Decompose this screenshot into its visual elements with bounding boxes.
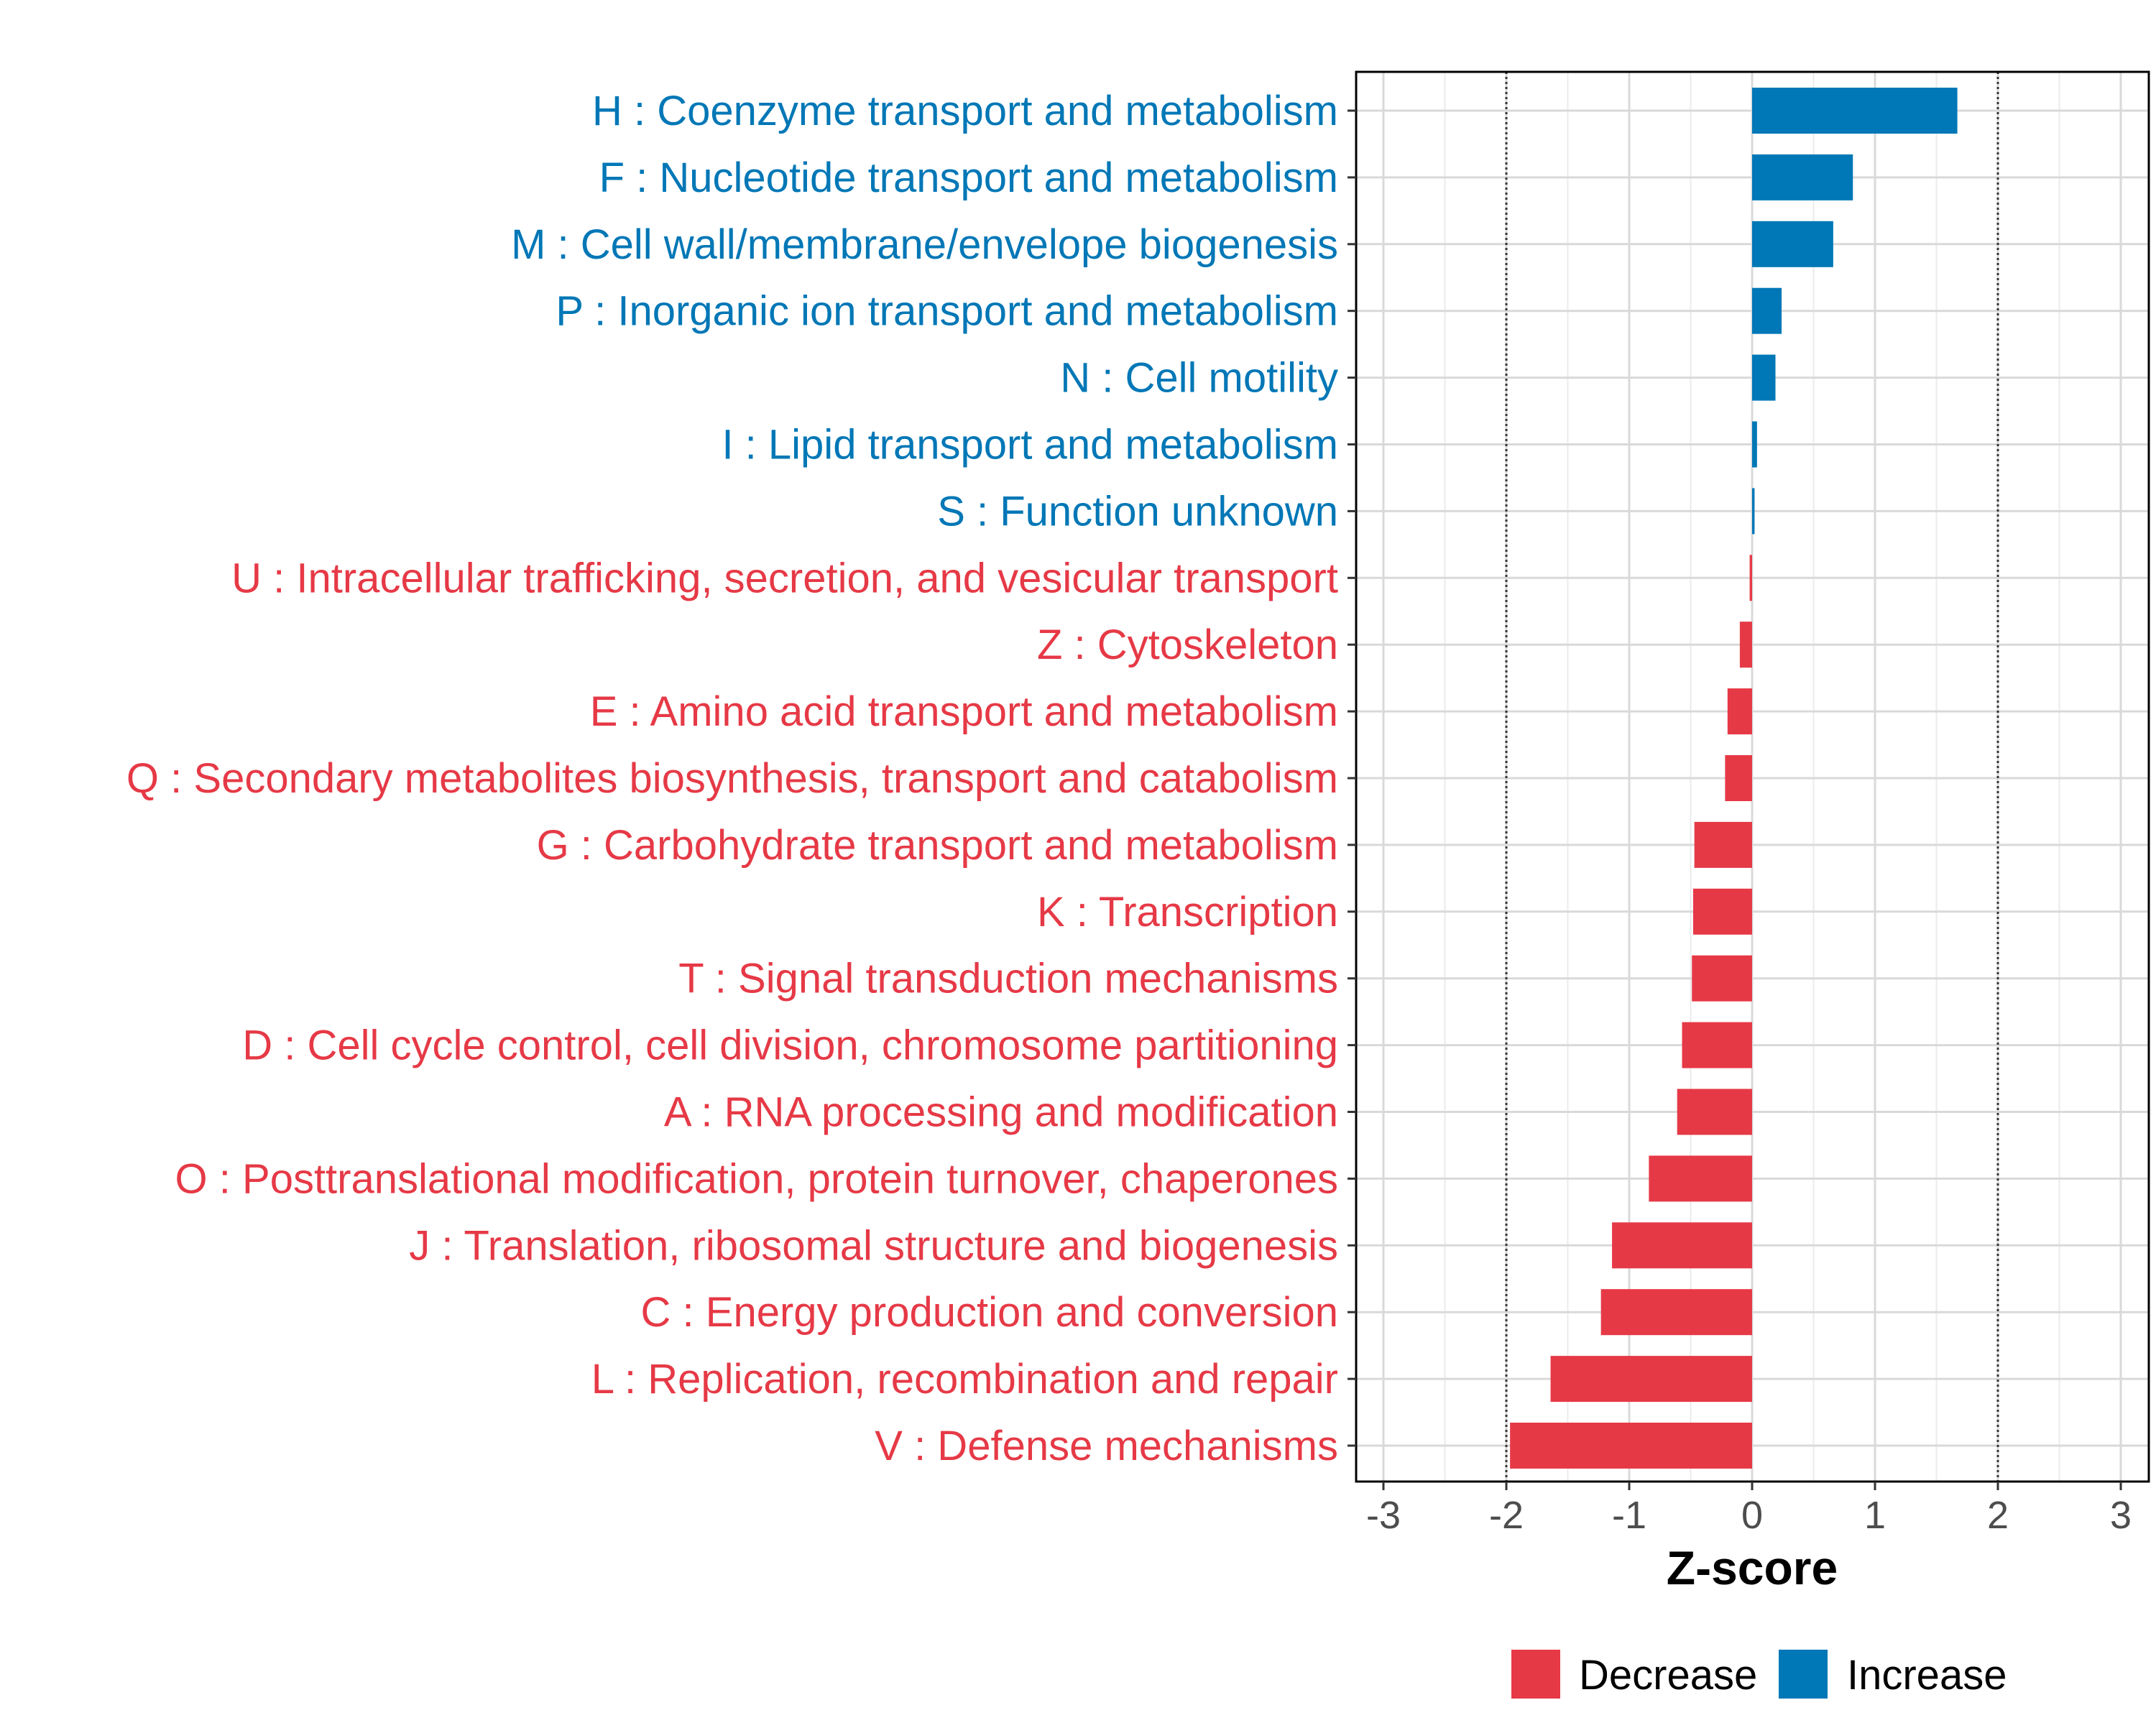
- x-axis-title: Z-score: [1667, 1541, 1838, 1594]
- y-axis: H : Coenzyme transport and metabolism F :…: [126, 88, 1356, 1469]
- category-label: J : Translation, ribosomal structure and…: [409, 1222, 1338, 1269]
- x-tick-label: -1: [1612, 1494, 1646, 1537]
- bar-k: [1692, 888, 1752, 935]
- bar-i: [1752, 421, 1757, 468]
- bar-u: [1749, 555, 1752, 601]
- category-label: P : Inorganic ion transport and metaboli…: [556, 288, 1338, 335]
- bar-l: [1550, 1356, 1752, 1403]
- category-label: U : Intracellular trafficking, secretion…: [231, 555, 1338, 601]
- category-label: G : Carbohydrate transport and metabolis…: [537, 822, 1338, 869]
- bar-o: [1649, 1155, 1752, 1202]
- bar-g: [1694, 821, 1752, 868]
- bar-z: [1739, 622, 1752, 668]
- category-label: T : Signal transduction mechanisms: [678, 956, 1338, 1002]
- bar-m: [1752, 221, 1833, 267]
- category-label: S : Function unknown: [937, 488, 1338, 535]
- bar-c: [1600, 1289, 1752, 1336]
- bar-j: [1612, 1222, 1752, 1269]
- x-tick-label: 0: [1741, 1494, 1763, 1537]
- bar-p: [1752, 287, 1782, 334]
- bar-a: [1677, 1089, 1752, 1135]
- category-label: L : Replication, recombination and repai…: [591, 1356, 1338, 1403]
- category-label: Z : Cytoskeleton: [1037, 622, 1338, 668]
- category-label: N : Cell motility: [1060, 355, 1338, 402]
- legend-key-decrease: [1511, 1650, 1560, 1699]
- legend: Decrease Increase: [1511, 1650, 2007, 1699]
- category-label: M : Cell wall/membrane/envelope biogenes…: [511, 221, 1338, 268]
- x-tick-label: 1: [1864, 1494, 1886, 1537]
- category-label: K : Transcription: [1037, 889, 1338, 935]
- category-label: I : Lipid transport and metabolism: [722, 422, 1338, 468]
- reference-lines: [1505, 72, 1999, 1482]
- x-tick-label: 2: [1987, 1494, 2009, 1537]
- category-label: H : Coenzyme transport and metabolism: [592, 88, 1338, 134]
- x-axis: -3 -2 -1 0 1 2 3: [1366, 1482, 2132, 1537]
- category-label: Q : Secondary metabolites biosynthesis, …: [126, 755, 1338, 802]
- category-label: A : RNA processing and modification: [664, 1089, 1338, 1136]
- bars: [1510, 88, 1958, 1469]
- legend-label-decrease: Decrease: [1579, 1652, 1757, 1699]
- category-label: V : Defense mechanisms: [875, 1423, 1338, 1469]
- bar-t: [1692, 955, 1752, 1002]
- legend-key-increase: [1779, 1650, 1828, 1699]
- bar-v: [1510, 1423, 1752, 1469]
- category-label: E : Amino acid transport and metabolism: [590, 688, 1338, 735]
- bar-s: [1752, 488, 1755, 535]
- bar-e: [1727, 688, 1752, 735]
- bar-q: [1725, 755, 1752, 801]
- bar-f: [1752, 154, 1853, 200]
- legend-label-increase: Increase: [1847, 1652, 2007, 1699]
- category-label: O : Posttranslational modification, prot…: [175, 1155, 1338, 1202]
- bar-n: [1752, 354, 1776, 401]
- category-label: C : Energy production and conversion: [641, 1289, 1338, 1336]
- category-label: F : Nucleotide transport and metabolism: [599, 154, 1338, 201]
- x-tick-label: 3: [2110, 1494, 2132, 1537]
- bar-h: [1752, 88, 1958, 134]
- category-label: D : Cell cycle control, cell division, c…: [242, 1022, 1338, 1069]
- x-tick-label: -2: [1489, 1494, 1524, 1537]
- bar-d: [1682, 1022, 1752, 1068]
- x-tick-label: -3: [1366, 1494, 1401, 1537]
